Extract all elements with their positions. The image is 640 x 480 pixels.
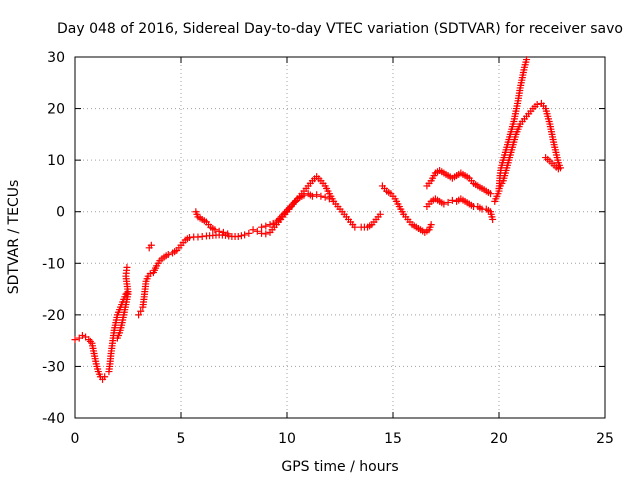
y-tick-labels: -40 -30 -20 -10 0 10 20 30 <box>42 50 65 427</box>
data-point <box>427 221 435 229</box>
axis-ticks <box>74 56 606 419</box>
data-point <box>376 210 384 218</box>
series-arc-8b <box>423 166 495 198</box>
data-point <box>135 311 143 319</box>
data-point <box>253 227 261 235</box>
chart-title: Day 048 of 2016, Sidereal Day-to-day VTE… <box>57 21 623 37</box>
data-point <box>444 198 452 206</box>
data-point <box>487 190 495 198</box>
y-tick-label: -10 <box>42 256 65 272</box>
series-arc-10 <box>495 99 564 193</box>
data-point <box>276 214 284 222</box>
data-point <box>262 222 270 230</box>
series-arc-2 <box>105 263 132 376</box>
data-point <box>219 228 227 236</box>
x-tick-label: 25 <box>596 431 614 447</box>
data-point <box>266 221 274 229</box>
data-point <box>533 100 541 108</box>
y-axis-label: SDTVAR / TECUs <box>6 180 22 295</box>
data-point <box>249 226 257 234</box>
x-tick-labels: 0 5 10 15 20 25 <box>71 431 614 447</box>
data-point <box>300 191 308 199</box>
data-point <box>234 232 242 240</box>
data-point <box>71 336 79 344</box>
data-point <box>325 195 333 203</box>
data-point <box>241 231 249 239</box>
data-point <box>211 226 219 234</box>
data-point <box>237 232 245 240</box>
x-tick-label: 0 <box>71 431 80 447</box>
data-point <box>215 227 223 235</box>
data-point <box>321 193 329 201</box>
y-tick-label: 20 <box>47 102 65 118</box>
y-tick-label: 0 <box>56 205 65 221</box>
data-point <box>313 191 321 199</box>
y-tick-label: 10 <box>47 153 65 169</box>
series-arc-8 <box>423 195 497 223</box>
x-tick-label: 10 <box>278 431 296 447</box>
data-point <box>262 230 270 238</box>
y-tick-label: -20 <box>42 308 65 324</box>
x-axis-label: GPS time / hours <box>281 459 398 475</box>
data-point <box>147 241 155 249</box>
series-arc-4 <box>192 208 232 238</box>
data-point <box>164 251 172 259</box>
data-point <box>137 307 145 315</box>
x-tick-label: 20 <box>490 431 508 447</box>
series-arc-3b <box>145 241 155 252</box>
data-point <box>101 373 109 381</box>
grid <box>75 57 605 418</box>
data-point <box>317 192 325 200</box>
series-arc-5b <box>258 190 333 231</box>
series-arc-7 <box>378 182 435 236</box>
data-point <box>258 223 266 231</box>
data-point <box>124 290 132 298</box>
plot-frame <box>74 56 606 419</box>
series-arc-9 <box>491 56 531 205</box>
data-point <box>224 230 232 238</box>
data-point <box>489 215 497 223</box>
data-points <box>71 56 564 383</box>
x-tick-label: 5 <box>177 431 186 447</box>
series-arc-2b <box>113 290 132 342</box>
data-point <box>146 270 154 278</box>
series-arc-6 <box>357 210 384 231</box>
data-point <box>78 331 86 339</box>
data-point <box>245 229 253 237</box>
data-point <box>290 198 298 206</box>
series-arc-10b <box>542 154 562 173</box>
series-arc-3 <box>135 229 253 319</box>
data-point <box>308 192 316 200</box>
data-point <box>523 56 531 64</box>
x-tick-label: 15 <box>384 431 402 447</box>
data-point <box>440 200 448 208</box>
data-point <box>123 263 131 271</box>
y-tick-label: -30 <box>42 359 65 375</box>
data-point <box>269 219 277 227</box>
data-point <box>351 223 359 231</box>
data-point <box>554 165 562 173</box>
y-tick-label: -40 <box>42 411 65 427</box>
data-point <box>448 196 456 204</box>
series-arc-1 <box>71 331 109 383</box>
y-tick-label: 30 <box>47 50 65 66</box>
